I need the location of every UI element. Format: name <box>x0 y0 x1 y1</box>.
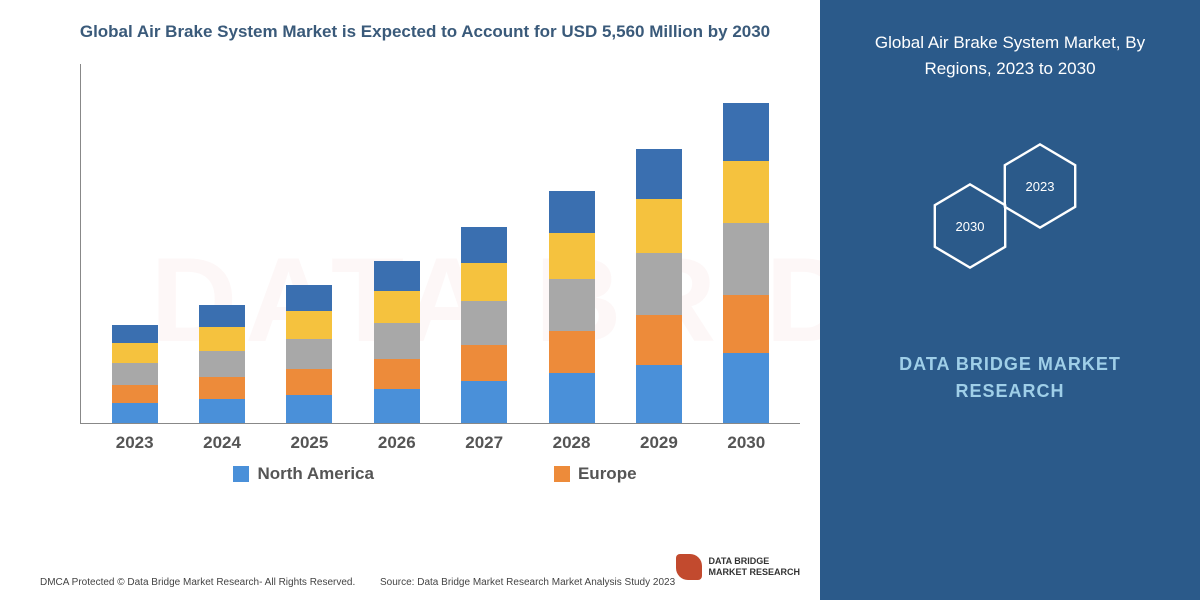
info-panel: Global Air Brake System Market, By Regio… <box>820 0 1200 600</box>
bar-2025 <box>286 285 332 423</box>
bar-segment <box>199 305 245 327</box>
bar-segment <box>374 291 420 323</box>
bar-segment <box>374 261 420 291</box>
bar-segment <box>549 373 595 423</box>
bar-segment <box>286 369 332 395</box>
info-panel-title: Global Air Brake System Market, By Regio… <box>840 30 1180 81</box>
logo: DATA BRIDGE MARKET RESEARCH <box>676 554 800 580</box>
main-container: Global Air Brake System Market is Expect… <box>0 0 1200 600</box>
bar-segment <box>549 191 595 233</box>
bar-segment <box>723 353 769 423</box>
bar-segment <box>723 161 769 223</box>
bar-2029 <box>636 149 682 423</box>
bar-2028 <box>549 191 595 423</box>
bar-2023 <box>112 325 158 423</box>
bar-segment <box>549 279 595 331</box>
bar-segment <box>636 315 682 365</box>
x-axis-labels: 2023 2024 2025 2026 2027 2028 2029 2030 <box>81 433 800 453</box>
legend-item: North America <box>233 464 374 484</box>
bar-segment <box>461 227 507 263</box>
x-label: 2026 <box>374 433 420 453</box>
bar-segment <box>112 325 158 343</box>
bar-segment <box>636 253 682 315</box>
bar-segment <box>636 199 682 253</box>
bar-segment <box>723 103 769 161</box>
bar-segment <box>286 395 332 423</box>
bar-segment <box>549 331 595 373</box>
bar-segment <box>374 359 420 389</box>
logo-mark-icon <box>676 554 702 580</box>
bar-segment <box>112 363 158 385</box>
bar-segment <box>461 345 507 381</box>
bar-segment <box>723 295 769 353</box>
bar-2026 <box>374 261 420 423</box>
hexagon-badge: 2023 <box>1000 141 1080 231</box>
bar-segment <box>461 263 507 301</box>
x-label: 2028 <box>549 433 595 453</box>
bar-segment <box>112 403 158 423</box>
chart-panel: Global Air Brake System Market is Expect… <box>0 0 820 600</box>
bar-segment <box>286 311 332 339</box>
bar-segment <box>461 301 507 345</box>
bar-segment <box>374 389 420 423</box>
chart-legend: North America Europe <box>80 464 790 484</box>
bar-segment <box>199 377 245 399</box>
bar-2027 <box>461 227 507 423</box>
footer-copyright: DMCA Protected © Data Bridge Market Rese… <box>40 577 355 588</box>
bar-segment <box>112 343 158 363</box>
bar-segment <box>461 381 507 423</box>
hexagon-badge: 2030 <box>930 181 1010 271</box>
chart-plot-area: 20232024202520262027202820292030 <box>80 64 800 424</box>
bar-segment <box>374 323 420 359</box>
bar-segment <box>723 223 769 295</box>
bar-2024 <box>199 305 245 423</box>
bar-segment <box>636 149 682 199</box>
legend-swatch-icon <box>554 466 570 482</box>
legend-label: Europe <box>578 464 637 484</box>
bar-segment <box>199 351 245 377</box>
bar-segment <box>286 285 332 311</box>
bar-segment <box>636 365 682 423</box>
logo-text: DATA BRIDGE MARKET RESEARCH <box>708 556 800 578</box>
bar-segment <box>286 339 332 369</box>
x-label: 2023 <box>112 433 158 453</box>
legend-swatch-icon <box>233 466 249 482</box>
bar-segment <box>549 233 595 279</box>
x-label: 2024 <box>199 433 245 453</box>
bar-2030 <box>723 103 769 423</box>
x-label: 2030 <box>723 433 769 453</box>
bars-container <box>81 64 800 423</box>
bar-segment <box>112 385 158 403</box>
bar-segment <box>199 327 245 351</box>
x-label: 2029 <box>636 433 682 453</box>
x-label: 2025 <box>286 433 332 453</box>
hexagon-group: 20302023 <box>900 131 1120 271</box>
chart-title: Global Air Brake System Market is Expect… <box>60 20 790 44</box>
legend-label: North America <box>257 464 374 484</box>
x-label: 2027 <box>461 433 507 453</box>
bar-segment <box>199 399 245 423</box>
footer-source: Source: Data Bridge Market Research Mark… <box>380 577 675 588</box>
brand-text: DATA BRIDGE MARKET RESEARCH <box>840 351 1180 405</box>
legend-item: Europe <box>554 464 637 484</box>
